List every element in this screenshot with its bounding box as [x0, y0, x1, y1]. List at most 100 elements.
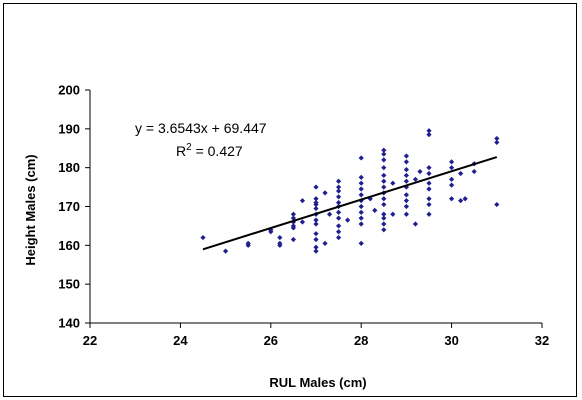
data-point [403, 203, 409, 210]
data-point [358, 180, 364, 186]
r2-base: R [176, 143, 186, 159]
data-point [381, 201, 387, 208]
data-point [412, 176, 419, 182]
data-point [458, 198, 464, 204]
data-point [358, 192, 364, 198]
x-axis-title: RUL Males (cm) [269, 375, 366, 390]
data-point [313, 217, 319, 223]
data-point [426, 211, 432, 217]
data-point [313, 248, 319, 254]
data-point [313, 244, 319, 250]
data-point [449, 159, 455, 165]
data-point [358, 221, 364, 227]
data-point [358, 155, 364, 161]
trendline [202, 156, 498, 251]
data-point [345, 217, 351, 223]
data-point [390, 211, 396, 217]
data-point [381, 221, 387, 227]
data-point [403, 178, 409, 184]
data-point [381, 227, 387, 233]
data-point [336, 209, 342, 215]
data-point [277, 234, 283, 241]
data-point [458, 170, 464, 177]
data-point [381, 196, 387, 202]
data-point [223, 248, 229, 254]
data-point [313, 201, 319, 208]
data-point [336, 229, 342, 235]
data-point [449, 176, 455, 182]
data-point [381, 178, 387, 184]
scatter-chart: 140 150 160 170 180 190 200 22 24 26 28 30 32 y = 3.… [23, 83, 549, 391]
data-point [290, 236, 296, 243]
data-point [412, 221, 419, 227]
data-point [358, 240, 364, 246]
data-point [426, 201, 432, 208]
data-point [313, 231, 319, 237]
data-point [462, 196, 468, 202]
data-point [449, 165, 455, 171]
data-point [417, 168, 423, 175]
data-point [381, 157, 387, 163]
data-point [426, 132, 432, 138]
data-point [372, 207, 378, 213]
data-point [245, 242, 251, 248]
data-point [200, 234, 206, 241]
data-point [313, 205, 319, 212]
data-point [381, 165, 387, 171]
data-point [290, 225, 296, 231]
data-point [290, 211, 296, 217]
data-point [381, 147, 387, 153]
data-point [290, 215, 296, 221]
data-point [403, 192, 409, 198]
data-point [381, 184, 387, 190]
data-point [336, 188, 342, 194]
data-point [426, 196, 432, 202]
data-point [322, 190, 328, 196]
data-point [381, 215, 387, 221]
trendline-equation: y = 3.6543x + 69.447 [135, 120, 267, 136]
data-point [403, 211, 409, 217]
y-tick-label: 160 [58, 238, 80, 253]
y-tick-label: 150 [58, 277, 80, 292]
data-point [313, 221, 319, 227]
data-point [322, 240, 328, 246]
data-point [449, 182, 455, 188]
data-point [381, 172, 387, 179]
data-point [426, 165, 432, 171]
data-point [471, 168, 477, 175]
x-tick-label: 22 [83, 333, 97, 348]
ticks [85, 89, 543, 328]
data-point [449, 196, 455, 202]
trendline-r-squared: R2 = 0.427 [176, 142, 243, 159]
data-point [336, 234, 342, 241]
data-point [426, 128, 432, 134]
data-point [390, 180, 396, 186]
tick-labels: 140 150 160 170 180 190 200 22 24 26 28 30 32 [58, 83, 549, 349]
x-tick-label: 28 [354, 333, 368, 348]
x-tick-label: 24 [173, 333, 188, 348]
y-tick-label: 140 [58, 316, 80, 331]
data-point [336, 194, 342, 200]
y-tick-label: 200 [58, 83, 80, 98]
data-point [277, 242, 283, 248]
data-point [403, 184, 409, 190]
data-point [494, 201, 500, 208]
data-point [313, 196, 319, 202]
data-point [426, 180, 432, 186]
data-point [403, 198, 409, 204]
y-axis-title: Height Males (cm) [23, 154, 38, 265]
data-point [336, 184, 342, 190]
data-point [358, 209, 364, 215]
x-tick-label: 30 [444, 333, 458, 348]
data-point [403, 167, 409, 173]
data-point [381, 211, 387, 217]
data-point [381, 151, 387, 157]
data-point [313, 236, 319, 243]
trendline-line [202, 156, 498, 251]
data-point [358, 203, 364, 210]
data-point [336, 223, 342, 229]
x-tick-label: 32 [535, 333, 549, 348]
r2-superscript: 2 [186, 142, 192, 153]
y-tick-label: 170 [58, 199, 80, 214]
data-point [299, 219, 306, 225]
